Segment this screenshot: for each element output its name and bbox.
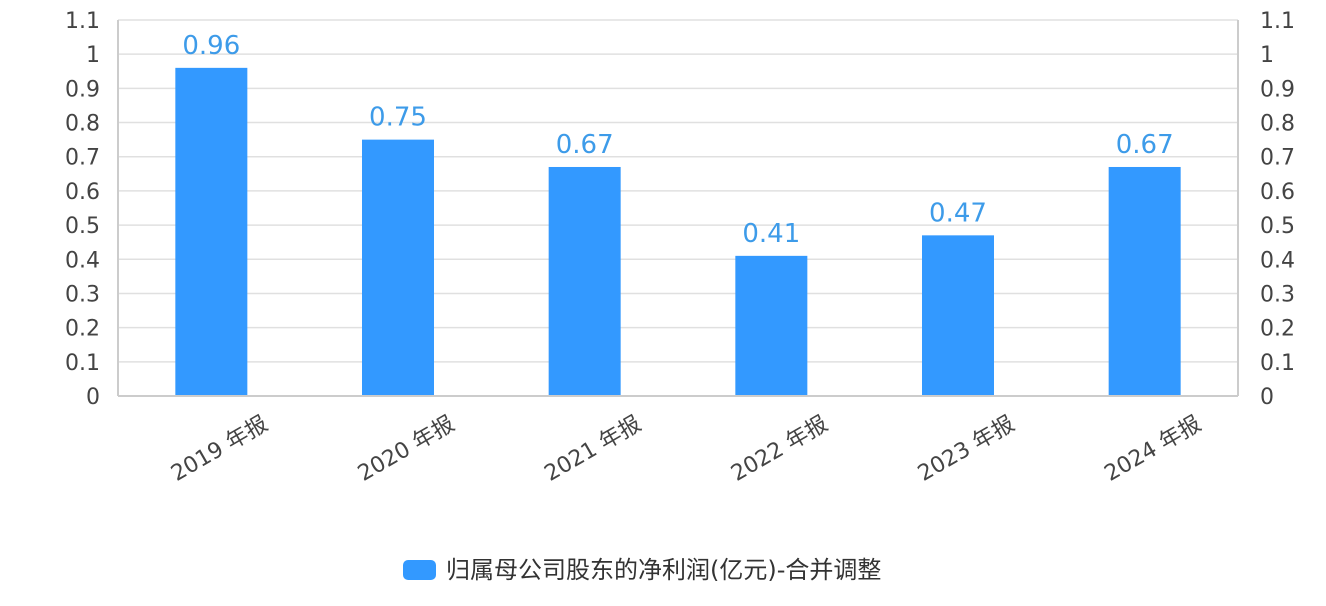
bars xyxy=(175,67,1181,397)
grid-lines xyxy=(118,19,1238,363)
x-tick-label: 2023 年报 xyxy=(914,412,1019,487)
x-tick-label: 2024 年报 xyxy=(1101,412,1206,487)
bar[interactable] xyxy=(175,67,248,396)
data-label: 0.41 xyxy=(742,219,800,249)
axes xyxy=(117,20,1239,397)
data-label: 0.47 xyxy=(929,198,987,228)
y-tick-label-right: 0.5 xyxy=(1260,214,1295,239)
data-label: 0.96 xyxy=(182,31,240,61)
bar[interactable] xyxy=(735,255,808,396)
data-label: 0.67 xyxy=(556,130,614,160)
y-tick-label-right: 0.1 xyxy=(1260,351,1295,376)
bar[interactable] xyxy=(1108,166,1181,396)
y-tick-label-left: 0.1 xyxy=(65,351,100,376)
y-tick-label-left: 0.8 xyxy=(65,112,100,137)
y-tick-label-left: 0.9 xyxy=(65,77,100,102)
y-tick-label-right: 0.9 xyxy=(1260,77,1295,102)
data-labels: 0.96 0.75 0.67 0.41 0.47 0.67 xyxy=(182,31,1173,249)
legend[interactable]: 归属母公司股东的净利润(亿元)-合并调整 xyxy=(403,556,881,584)
y-tick-label-left: 0.2 xyxy=(65,317,100,342)
x-tick-label: 2020 年报 xyxy=(354,412,459,487)
y-tick-label-right: 1.1 xyxy=(1260,9,1295,34)
y-axis-left-ticks: 0 0.1 0.2 0.3 0.4 0.5 0.6 0.7 0.8 0.9 1 1.1 xyxy=(65,9,100,410)
x-tick-label: 2022 年报 xyxy=(727,412,832,487)
y-tick-label-left: 0.6 xyxy=(65,180,100,205)
y-tick-label-left: 1 xyxy=(86,43,100,68)
y-tick-label-right: 0.3 xyxy=(1260,282,1295,307)
bar[interactable] xyxy=(548,166,621,396)
x-tick-label: 2021 年报 xyxy=(541,412,646,487)
y-tick-label-right: 0.6 xyxy=(1260,180,1295,205)
y-tick-label-right: 1 xyxy=(1260,43,1274,68)
legend-label: 归属母公司股东的净利润(亿元)-合并调整 xyxy=(446,556,881,584)
y-tick-label-left: 0 xyxy=(86,385,100,410)
y-tick-label-left: 0.3 xyxy=(65,282,100,307)
y-tick-label-left: 0.7 xyxy=(65,146,100,171)
data-label: 0.67 xyxy=(1116,130,1174,160)
y-tick-label-right: 0.7 xyxy=(1260,146,1295,171)
y-axis-right-ticks: 0 0.1 0.2 0.3 0.4 0.5 0.6 0.7 0.8 0.9 1 1.1 xyxy=(1260,9,1295,410)
legend-swatch xyxy=(403,560,436,580)
y-tick-label-right: 0.8 xyxy=(1260,112,1295,137)
y-tick-label-right: 0 xyxy=(1260,385,1274,410)
y-tick-label-right: 0.4 xyxy=(1260,248,1295,273)
y-tick-label-right: 0.2 xyxy=(1260,317,1295,342)
x-axis-ticks: 2019 年报 2020 年报 2021 年报 2022 年报 2023 年报 2024 … xyxy=(167,412,1205,487)
bar[interactable] xyxy=(922,235,994,396)
y-tick-label-left: 0.4 xyxy=(65,248,100,273)
data-label: 0.75 xyxy=(369,103,427,133)
bar[interactable] xyxy=(362,139,434,397)
y-tick-label-left: 0.5 xyxy=(65,214,100,239)
y-tick-label-left: 1.1 xyxy=(65,9,100,34)
x-tick-label: 2019 年报 xyxy=(167,412,272,487)
